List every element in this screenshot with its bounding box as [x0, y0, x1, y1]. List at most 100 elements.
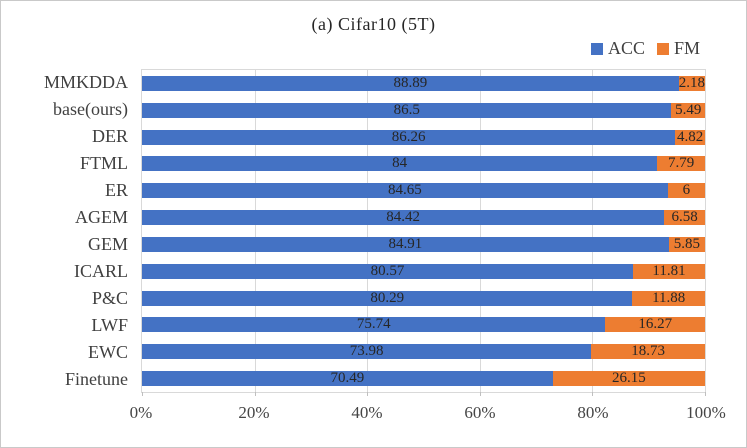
- stacked-bar: 75.74 16.27: [142, 316, 705, 333]
- bar-row: 84 7.79: [142, 150, 705, 177]
- x-axis-label: 0%: [129, 403, 153, 422]
- category-label: EWC: [88, 342, 128, 362]
- axis-tick: [142, 392, 143, 396]
- fm-bar-segment: 11.88: [632, 289, 705, 306]
- bar-row: 73.98 18.73: [142, 338, 705, 365]
- gridline: [592, 70, 594, 392]
- axis-tick: [592, 392, 594, 396]
- acc-value-label: 84.42: [386, 209, 421, 226]
- fm-value-label: 5.49: [675, 101, 702, 118]
- acc-value-label: 80.57: [370, 262, 405, 279]
- acc-value-label: 86.5: [393, 101, 420, 118]
- acc-bar-segment: 88.89: [142, 74, 679, 91]
- fm-value-label: 26.15: [611, 370, 646, 387]
- acc-value-label: 70.49: [330, 370, 365, 387]
- bar-row: 75.74 16.27: [142, 311, 705, 338]
- fm-value-label: 11.88: [652, 289, 686, 306]
- stacked-bar: 73.98 18.73: [142, 343, 705, 360]
- fm-bar-segment: 26.15: [552, 370, 705, 387]
- stacked-bar: 84.42 6.58: [142, 209, 705, 226]
- legend-label-acc: ACC: [607, 38, 645, 58]
- chart-title: (a) Cifar10 (5T): [311, 14, 436, 34]
- x-axis-label: 100%: [686, 403, 726, 422]
- acc-bar-segment: 86.26: [142, 128, 676, 145]
- axis-tick: [254, 392, 256, 396]
- x-axis-label: 20%: [238, 403, 270, 422]
- acc-value-label: 84.65: [387, 182, 422, 199]
- fm-bar-segment: 6.58: [664, 209, 705, 226]
- acc-value-label: 75.74: [356, 316, 391, 333]
- bar-row: 86.5 5.49: [142, 97, 705, 124]
- category-label: LWF: [91, 315, 128, 335]
- plot-area: 88.89 2.18 86.5 5.49 86.26 4.82 84 7.79 84.65 6 84…: [141, 69, 706, 396]
- fm-value-label: 2.18: [678, 74, 705, 91]
- bar-row: 84.65 6: [142, 177, 705, 204]
- stacked-bar: 84 7.79: [142, 155, 705, 172]
- category-label: P&C: [91, 288, 128, 308]
- bar-rows: 88.89 2.18 86.5 5.49 86.26 4.82 84 7.79 84.65 6 84…: [142, 70, 705, 392]
- gridline: [254, 70, 256, 392]
- category-label: DER: [92, 126, 128, 146]
- acc-value-label: 88.89: [393, 74, 428, 91]
- acc-value-label: 86.26: [391, 128, 426, 145]
- acc-bar-segment: 80.57: [142, 262, 634, 279]
- acc-swatch-icon: [590, 42, 603, 55]
- bar-row: 70.49 26.15: [142, 365, 705, 392]
- legend-item-fm: FM: [656, 38, 700, 59]
- fm-value-label: 6: [682, 182, 691, 199]
- category-label: GEM: [88, 234, 128, 254]
- fm-bar-segment: 16.27: [605, 316, 705, 333]
- fm-bar-segment: 6: [667, 182, 705, 199]
- acc-bar-segment: 86.5: [142, 101, 672, 118]
- category-label: base(ours): [53, 99, 128, 119]
- x-axis-label: 60%: [464, 403, 496, 422]
- category-label: AGEM: [75, 207, 128, 227]
- stacked-bar: 86.26 4.82: [142, 128, 705, 145]
- acc-bar-segment: 84.91: [142, 236, 669, 252]
- fm-value-label: 16.27: [638, 316, 673, 333]
- fm-bar-segment: 11.81: [633, 262, 705, 279]
- acc-bar-segment: 75.74: [142, 316, 606, 333]
- category-label: ICARL: [74, 261, 128, 281]
- fm-value-label: 7.79: [667, 155, 695, 172]
- category-label: ER: [104, 180, 128, 200]
- x-axis-label: 40%: [351, 403, 383, 422]
- fm-bar-segment: 5.85: [668, 235, 705, 252]
- bar-row: 80.29 11.88: [142, 285, 705, 312]
- axis-tick: [705, 392, 706, 396]
- stacked-bar: 84.65 6: [142, 182, 705, 199]
- axis-tick: [367, 392, 369, 396]
- stacked-bar: 70.49 26.15: [142, 370, 705, 387]
- stacked-bar: 80.57 11.81: [142, 262, 705, 279]
- acc-bar-segment: 84.42: [142, 209, 665, 226]
- axis-tick: [479, 392, 481, 396]
- bar-row: 84.42 6.58: [142, 204, 705, 231]
- legend-label-fm: FM: [673, 38, 700, 58]
- category-label: MMKDDA: [43, 72, 128, 92]
- fm-bar-segment: 18.73: [591, 343, 705, 360]
- legend: ACC FM: [590, 38, 700, 59]
- stacked-bar: 88.89 2.18: [142, 74, 705, 91]
- acc-value-label: 73.98: [349, 343, 384, 360]
- gridline: [367, 70, 369, 392]
- bar-row: 84.91 5.85: [142, 231, 705, 258]
- acc-bar-segment: 84: [142, 156, 658, 172]
- acc-bar-segment: 70.49: [142, 370, 553, 387]
- bar-row: 88.89 2.18: [142, 70, 705, 97]
- gridline: [479, 70, 481, 392]
- fm-value-label: 5.85: [673, 235, 700, 252]
- fm-value-label: 11.81: [652, 262, 686, 279]
- category-label: Finetune: [65, 369, 128, 389]
- fm-value-label: 18.73: [631, 343, 665, 360]
- category-labels: MMKDDA base(ours) DER FTML ER AGEM GEM ICARL P&C…: [1, 69, 134, 393]
- x-axis-label: 80%: [577, 403, 609, 422]
- fm-bar-segment: 4.82: [675, 129, 705, 145]
- fm-bar-segment: 5.49: [671, 101, 705, 118]
- fm-value-label: 6.58: [671, 209, 698, 226]
- legend-item-acc: ACC: [590, 38, 645, 59]
- stacked-bar: 80.29 11.88: [142, 289, 705, 306]
- fm-bar-segment: 2.18: [678, 74, 705, 91]
- bar-row: 80.57 11.81: [142, 258, 705, 285]
- category-label: FTML: [79, 153, 128, 173]
